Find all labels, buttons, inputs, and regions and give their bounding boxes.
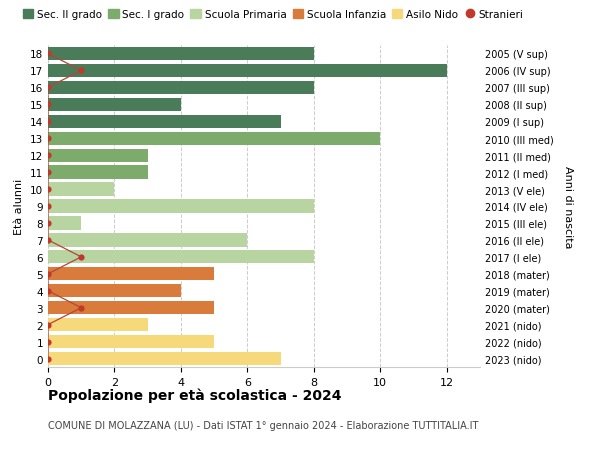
Bar — [48, 251, 314, 264]
Y-axis label: Anni di nascita: Anni di nascita — [563, 165, 573, 248]
Bar — [48, 65, 447, 78]
Bar — [48, 200, 314, 213]
Bar — [48, 352, 281, 365]
Bar — [48, 132, 380, 146]
Bar — [48, 48, 314, 61]
Bar — [48, 149, 148, 162]
Bar — [48, 82, 314, 95]
Bar — [48, 302, 214, 314]
Bar — [48, 335, 214, 348]
Bar — [48, 285, 181, 298]
Y-axis label: Età alunni: Età alunni — [14, 179, 25, 235]
Bar — [48, 99, 181, 112]
Bar — [48, 268, 214, 281]
Bar — [48, 217, 81, 230]
Legend: Sec. II grado, Sec. I grado, Scuola Primaria, Scuola Infanzia, Asilo Nido, Stran: Sec. II grado, Sec. I grado, Scuola Prim… — [19, 6, 527, 24]
Bar — [48, 166, 148, 179]
Text: Popolazione per età scolastica - 2024: Popolazione per età scolastica - 2024 — [48, 388, 341, 403]
Bar — [48, 183, 115, 196]
Text: COMUNE DI MOLAZZANA (LU) - Dati ISTAT 1° gennaio 2024 - Elaborazione TUTTITALIA.: COMUNE DI MOLAZZANA (LU) - Dati ISTAT 1°… — [48, 420, 478, 430]
Bar — [48, 234, 247, 247]
Bar — [48, 319, 148, 331]
Bar — [48, 115, 281, 129]
